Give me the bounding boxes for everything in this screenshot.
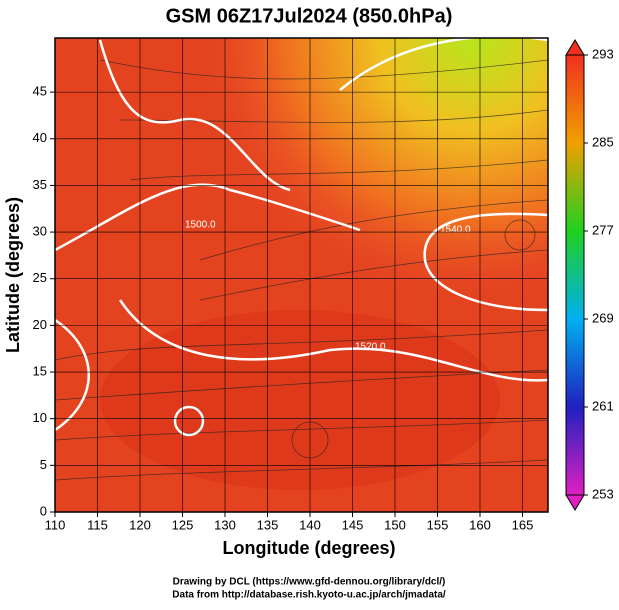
x-axis-label: Longitude (degrees) <box>222 538 395 558</box>
contour-label: 1540.0 <box>440 225 471 236</box>
x-tick-label: 155 <box>427 517 449 532</box>
y-tick-label: 20 <box>33 317 47 332</box>
colorbar-label: 293 <box>592 46 614 61</box>
y-tick-label: 40 <box>33 130 47 145</box>
colorbar-label: 253 <box>592 486 614 501</box>
credit: Drawing by DCL (https://www.gfd-dennou.o… <box>173 577 446 588</box>
colorbar-label: 261 <box>592 398 614 413</box>
colorbar-label: 285 <box>592 134 614 149</box>
colorbar-max <box>565 39 585 56</box>
y-tick-label: 30 <box>33 224 47 239</box>
x-tick-label: 150 <box>384 517 406 532</box>
y-tick-label: 0 <box>40 503 47 518</box>
colorbar-label: 269 <box>592 310 614 325</box>
x-tick-label: 110 <box>45 517 66 532</box>
y-tick-label: 5 <box>40 457 47 472</box>
x-tick-label: 120 <box>129 517 151 532</box>
colorbar-label: 277 <box>592 222 614 237</box>
contour-label: 1520.0 <box>355 342 386 353</box>
contour-label: 1500.0 <box>185 220 216 231</box>
field-patch <box>100 310 500 490</box>
plot-frame <box>54 37 549 513</box>
field: 1520.0 1540.0 1500.0 <box>55 38 548 512</box>
x-tick-label: 130 <box>214 517 236 532</box>
x-tick-label: 115 <box>87 517 108 532</box>
colorbar-min <box>565 494 585 511</box>
y-tick-label: 10 <box>33 410 47 425</box>
credit: Data from http://database.rish.kyoto-u.a… <box>172 590 446 601</box>
y-axis-label: Latitude (degrees) <box>3 197 23 353</box>
y-tick-label: 45 <box>33 84 47 99</box>
chart-title: GSM 06Z17Jul2024 (850.0hPa) <box>166 5 453 27</box>
y-tick-label: 35 <box>33 177 47 192</box>
streamlines <box>55 59 548 481</box>
x-tick-label: 160 <box>469 517 491 532</box>
x-tick-label: 135 <box>257 517 279 532</box>
colorbar <box>565 54 585 496</box>
y-tick-label: 25 <box>33 270 47 285</box>
x-tick-label: 140 <box>299 517 321 532</box>
x-tick-label: 165 <box>512 517 534 532</box>
x-tick-label: 145 <box>342 517 364 532</box>
x-tick-label: 125 <box>172 517 194 532</box>
y-tick-label: 15 <box>33 363 47 378</box>
